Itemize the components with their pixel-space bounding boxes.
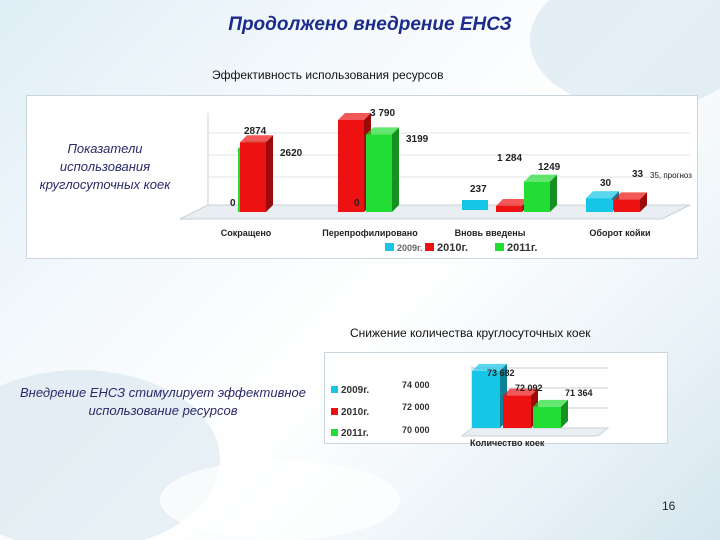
y-tick-label: 72 000 bbox=[402, 402, 430, 412]
data-label: 0 bbox=[354, 198, 360, 209]
legend-swatch bbox=[331, 429, 338, 436]
data-label: 73 682 bbox=[487, 368, 515, 378]
data-label: 30 bbox=[600, 178, 612, 189]
forecast-label: 35, прогноз bbox=[650, 171, 692, 180]
legend-swatch bbox=[385, 243, 394, 251]
y-tick-label: 70 000 bbox=[402, 425, 430, 435]
y-tick-label: 74 000 bbox=[402, 380, 430, 390]
chart2-floor bbox=[460, 427, 610, 437]
bar-2010г. bbox=[503, 388, 538, 428]
bar-2010-sokrascheno bbox=[240, 135, 273, 212]
data-label: 0 bbox=[230, 198, 236, 209]
bar-2011г.-2 bbox=[524, 174, 557, 212]
legend-label: 2009г. bbox=[397, 243, 422, 253]
legend-label: 2011г. bbox=[341, 428, 369, 439]
chart2-caption: Снижение количества круглосуточных коек bbox=[350, 326, 591, 340]
data-label: 3199 bbox=[406, 134, 429, 145]
legend-label: 2010г. bbox=[341, 407, 369, 418]
data-label: 71 364 bbox=[565, 388, 593, 398]
page-title: Продолжено внедрение ЕНСЗ bbox=[228, 14, 512, 35]
chart1-floor bbox=[179, 204, 691, 220]
data-label: 2620 bbox=[280, 148, 303, 159]
legend-swatch bbox=[425, 243, 434, 251]
legend-swatch bbox=[331, 386, 338, 393]
page-number: 16 bbox=[662, 499, 676, 513]
data-label: 3 790 bbox=[370, 108, 395, 119]
data-label: 1249 bbox=[538, 162, 561, 173]
chart2-side-label: Внедрение ЕНСЗ стимулирует эффективное и… bbox=[20, 385, 306, 418]
data-label: 237 bbox=[470, 184, 487, 195]
bar-2009-oborot bbox=[587, 200, 613, 212]
legend-swatch bbox=[331, 408, 338, 415]
legend-label: 2010г. bbox=[437, 242, 468, 254]
data-label: 2874 bbox=[244, 126, 267, 137]
category-label: Количество коек bbox=[470, 438, 545, 448]
data-label: 1 284 bbox=[497, 153, 522, 164]
bar-2010г.-3 bbox=[614, 192, 647, 212]
data-label: 72 092 bbox=[515, 383, 543, 393]
chart1-side-label: Показатели использования круглосуточных … bbox=[39, 141, 171, 192]
legend-label: 2009г. bbox=[341, 385, 369, 396]
bar-2009-vnov bbox=[462, 200, 488, 210]
category-label: Оборот койки bbox=[589, 228, 650, 238]
bar-2011г. bbox=[533, 399, 568, 428]
legend-swatch bbox=[495, 243, 504, 251]
legend-label: 2011г. bbox=[507, 242, 537, 254]
chart1-caption: Эффективность использования ресурсов bbox=[212, 68, 444, 82]
category-label: Перепрофилировано bbox=[322, 228, 418, 238]
data-label: 33 bbox=[632, 169, 644, 180]
category-label: Сокращено bbox=[221, 228, 272, 238]
bar-2011г.-1 bbox=[366, 127, 399, 212]
category-label: Вновь введены bbox=[455, 228, 526, 238]
